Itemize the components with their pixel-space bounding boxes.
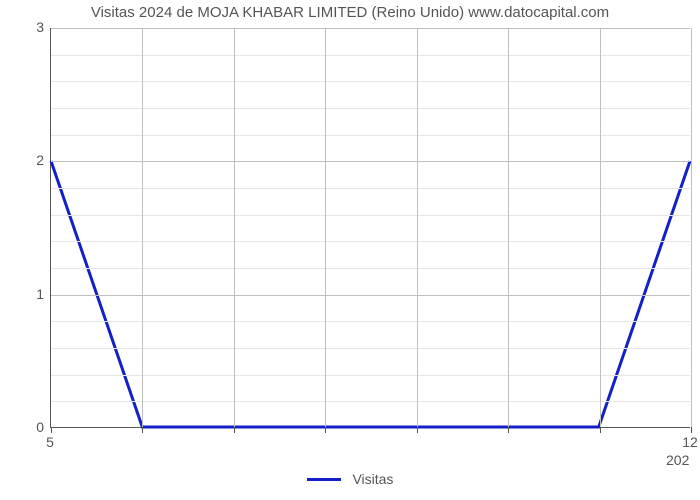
gridline-major-v bbox=[417, 28, 418, 427]
legend-label: Visitas bbox=[352, 471, 393, 487]
gridline-minor-h bbox=[51, 241, 690, 242]
x-tick-label-last: 12 bbox=[682, 434, 698, 450]
gridline-major-v bbox=[142, 28, 143, 427]
gridline-major-v bbox=[691, 28, 692, 427]
x-tick bbox=[417, 427, 418, 433]
x-tick bbox=[600, 427, 601, 433]
gridline-major-v bbox=[234, 28, 235, 427]
chart-container: Visitas 2024 de MOJA KHABAR LIMITED (Rei… bbox=[0, 0, 700, 500]
gridline-major-v bbox=[508, 28, 509, 427]
gridline-major-v bbox=[325, 28, 326, 427]
y-tick-label: 2 bbox=[14, 152, 44, 168]
x-tick bbox=[325, 427, 326, 433]
gridline-major-h bbox=[51, 161, 690, 162]
gridline-minor-h bbox=[51, 188, 690, 189]
y-tick-label: 0 bbox=[14, 419, 44, 435]
x-tick bbox=[691, 427, 692, 433]
x-tick bbox=[51, 427, 52, 433]
gridline-minor-h bbox=[51, 321, 690, 322]
gridline-minor-h bbox=[51, 135, 690, 136]
gridline-minor-h bbox=[51, 268, 690, 269]
gridline-minor-h bbox=[51, 215, 690, 216]
plot-area bbox=[50, 28, 690, 428]
x-sublabel: 202 bbox=[666, 452, 689, 468]
gridline-major-h bbox=[51, 28, 690, 29]
gridline-minor-h bbox=[51, 375, 690, 376]
gridline-minor-h bbox=[51, 348, 690, 349]
chart-title: Visitas 2024 de MOJA KHABAR LIMITED (Rei… bbox=[0, 4, 700, 21]
y-tick-label: 3 bbox=[14, 19, 44, 35]
gridline-minor-h bbox=[51, 81, 690, 82]
x-tick bbox=[508, 427, 509, 433]
legend: Visitas bbox=[0, 470, 700, 487]
gridline-minor-h bbox=[51, 108, 690, 109]
gridline-minor-h bbox=[51, 401, 690, 402]
series-line bbox=[51, 28, 690, 427]
y-tick-label: 1 bbox=[14, 286, 44, 302]
x-tick-label-first: 5 bbox=[46, 434, 54, 450]
gridline-minor-h bbox=[51, 55, 690, 56]
gridline-major-v bbox=[600, 28, 601, 427]
x-tick bbox=[234, 427, 235, 433]
x-tick bbox=[142, 427, 143, 433]
legend-swatch bbox=[307, 478, 341, 481]
gridline-major-h bbox=[51, 295, 690, 296]
